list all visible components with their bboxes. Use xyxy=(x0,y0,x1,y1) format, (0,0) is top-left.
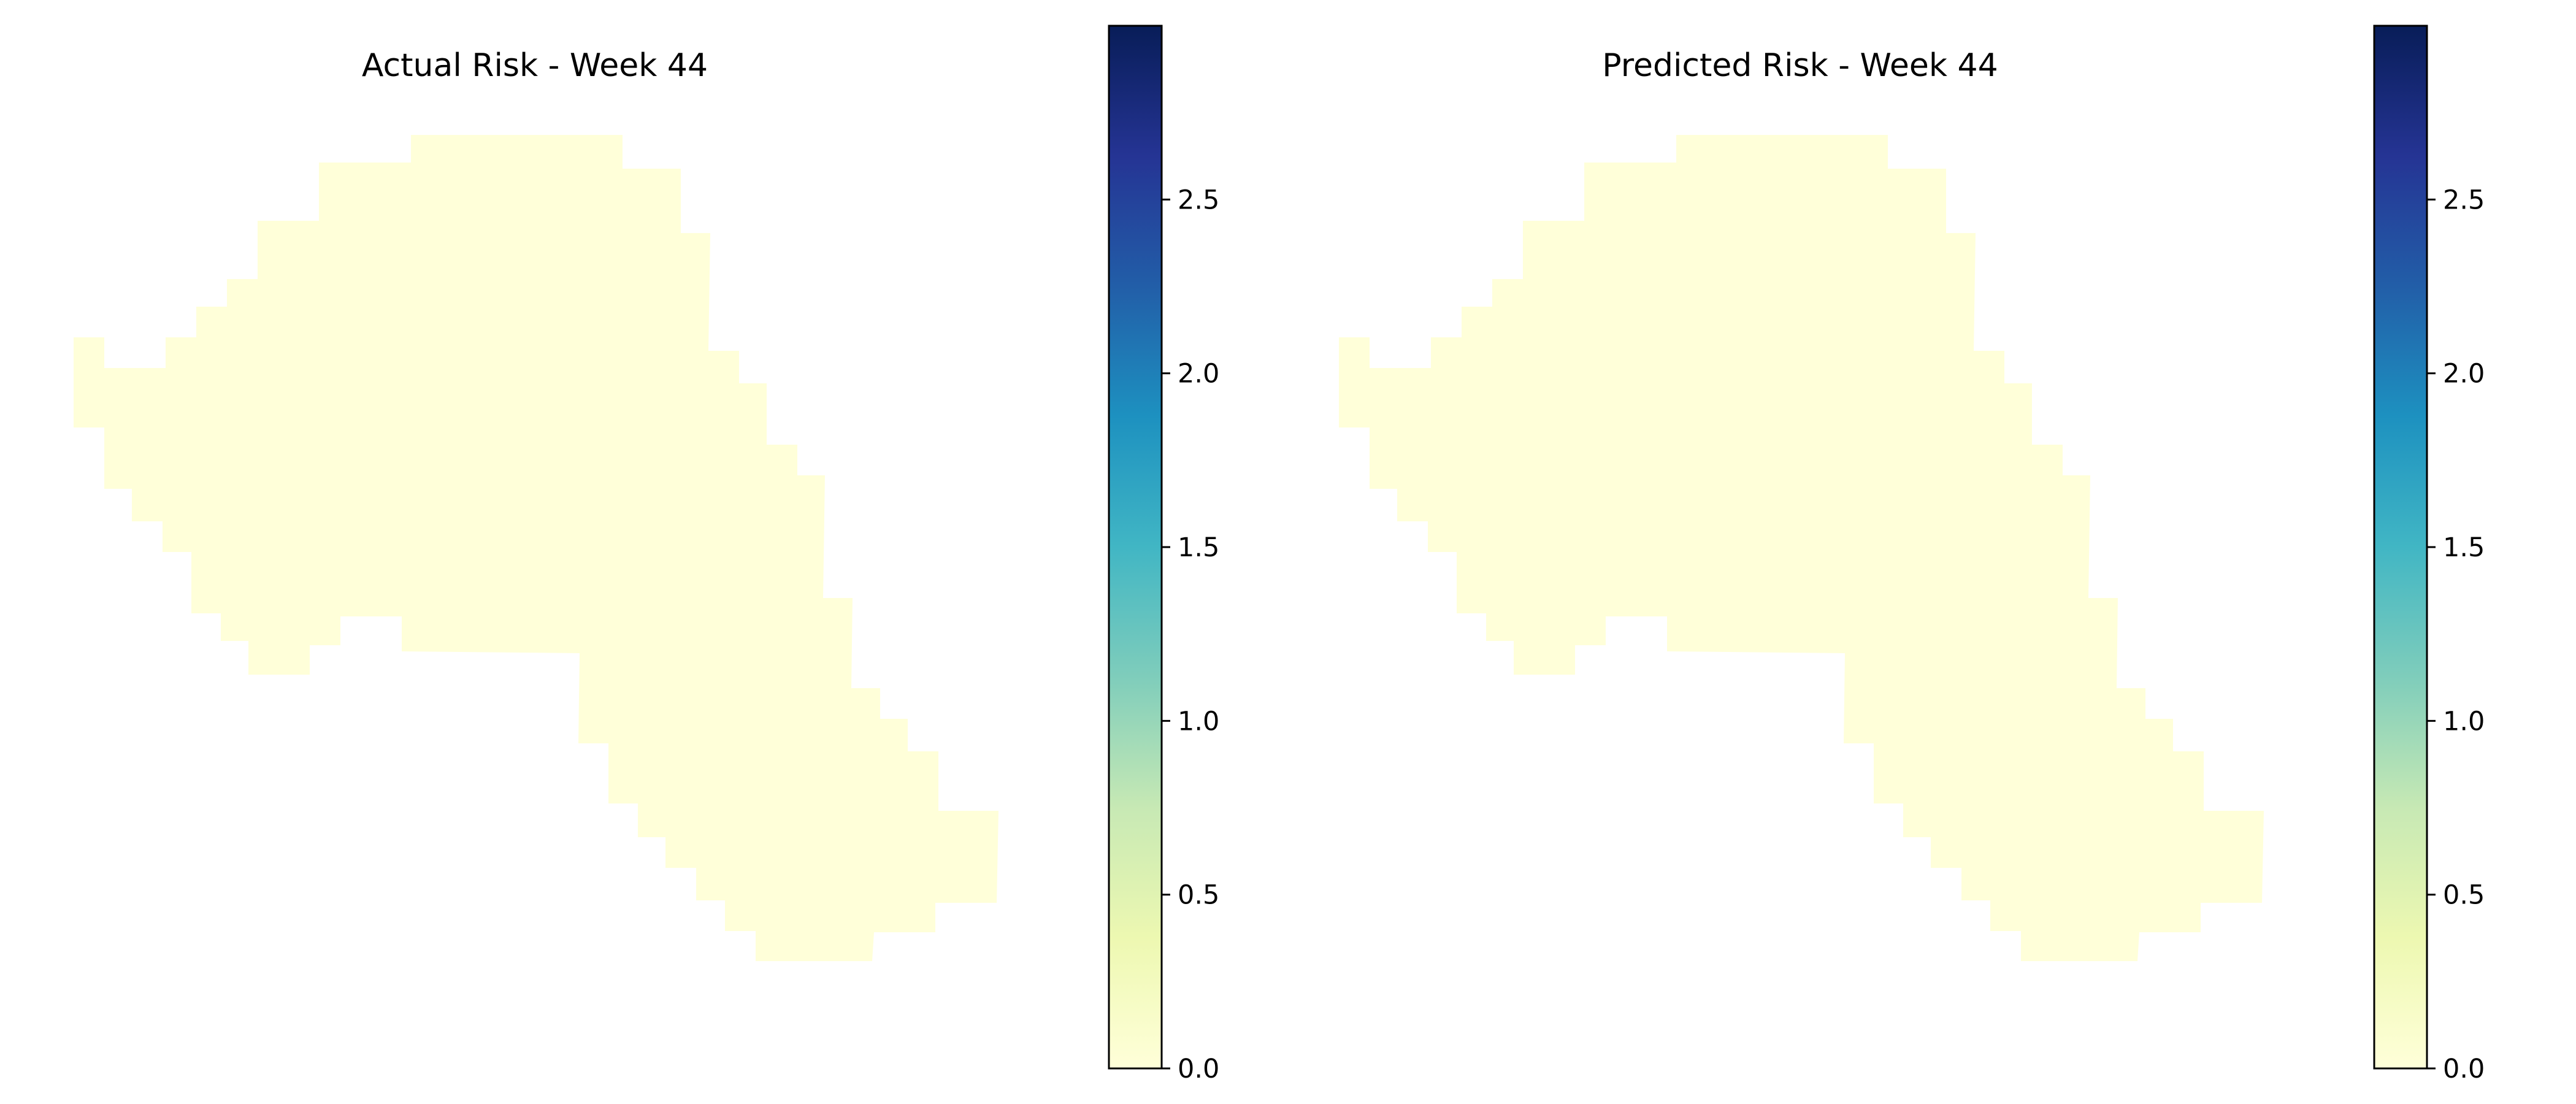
predicted-colorbar-tick-label: 1.5 xyxy=(2443,532,2485,563)
actual-colorbar-tick-label: 2.0 xyxy=(1178,359,1219,389)
predicted-colorbar-tick-label: 1.0 xyxy=(2443,706,2485,737)
actual-risk-title: Actual Risk - Week 44 xyxy=(362,47,708,84)
predicted-colorbar-tick-label: 0.5 xyxy=(2443,880,2485,911)
predicted-risk-title: Predicted Risk - Week 44 xyxy=(1602,47,1998,84)
predicted-colorbar-tick-label: 0.0 xyxy=(2443,1054,2485,1084)
actual-colorbar-tick-label: 1.0 xyxy=(1178,706,1219,737)
actual-risk-region xyxy=(74,135,999,961)
predicted-colorbar-tick-label: 2.0 xyxy=(2443,359,2485,389)
actual-colorbar-ticks: 0.0 0.5 1.0 1.5 2.0 2.5 xyxy=(1162,185,1219,1084)
actual-colorbar xyxy=(1108,25,1163,1070)
predicted-risk-panel: Predicted Risk - Week 44 0.0 0.5 1.0 1.5 2.0… xyxy=(1339,25,2485,1084)
actual-risk-panel: Actual Risk - Week 44 0.0 0.5 1.0 1.5 2.0 2.5 xyxy=(74,25,1219,1084)
predicted-risk-region xyxy=(1339,135,2264,961)
actual-colorbar-tick-label: 1.5 xyxy=(1178,532,1219,563)
actual-colorbar-tick-label: 0.5 xyxy=(1178,880,1219,911)
actual-colorbar-tick-label: 0.0 xyxy=(1178,1054,1219,1084)
predicted-colorbar-tick-label: 2.5 xyxy=(2443,185,2485,215)
predicted-colorbar-ticks: 0.0 0.5 1.0 1.5 2.0 2.5 xyxy=(2427,185,2485,1084)
actual-colorbar-tick-label: 2.5 xyxy=(1178,185,1219,215)
predicted-colorbar xyxy=(2373,25,2428,1070)
